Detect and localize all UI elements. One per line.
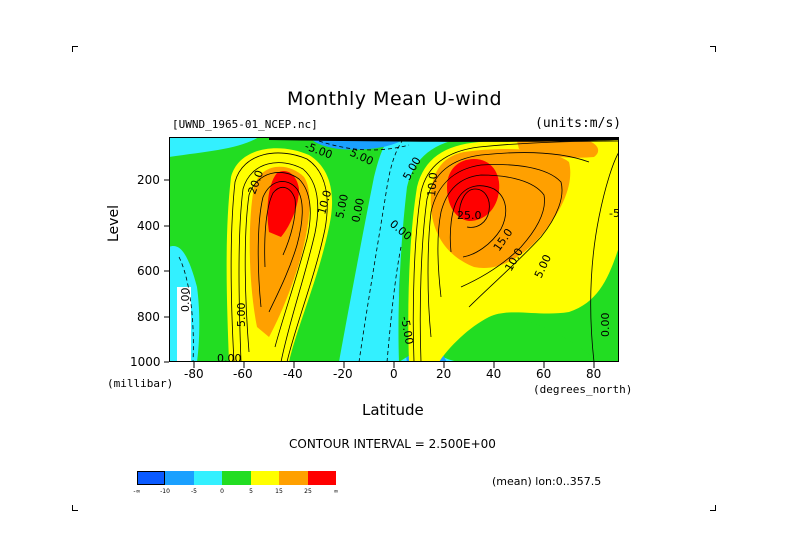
- x-tick-label: 0: [390, 367, 398, 381]
- colorbar-label: -5: [191, 488, 197, 495]
- y-tick-label: 1000: [130, 355, 161, 369]
- fill-north-polar-low: [589, 287, 619, 362]
- colorbar-segment: [222, 471, 251, 485]
- x-tick-label: -20: [333, 367, 353, 381]
- x-tick-label: 40: [486, 367, 502, 381]
- contour-label: 0.00: [179, 288, 192, 313]
- y-axis-title: Level: [106, 205, 122, 242]
- x-tick-label: 80: [586, 367, 602, 381]
- y-tick-label: 400: [137, 219, 160, 233]
- dataset-label: [UWND_1965-01_NCEP.nc]: [172, 118, 318, 131]
- contour-label: 5.00: [235, 303, 248, 328]
- y-axis: [164, 179, 169, 363]
- colorbar-segment: [279, 471, 308, 485]
- fill-neg-tropics: [339, 137, 559, 362]
- colorbar-segment: [165, 471, 194, 485]
- contour-plot: 20.0 10.0 5.00 0.00 0.00 5.00 10.0 15.0 …: [169, 137, 619, 362]
- contour-label: -5.00: [609, 207, 619, 220]
- contour-interval-text: CONTOUR INTERVAL = 2.500E+00: [289, 437, 496, 451]
- x-tick-label: -40: [283, 367, 303, 381]
- x-units-label: (degrees_north): [533, 383, 633, 396]
- fill-neg-top-south: [169, 137, 259, 157]
- colorbar-segment: [308, 471, 336, 485]
- y-units-label: (millibar): [107, 377, 174, 390]
- x-tick-label: -80: [184, 367, 204, 381]
- x-axis-title: Latitude: [362, 401, 424, 419]
- x-axis: [193, 362, 595, 368]
- contour-label: 10.0: [315, 189, 334, 216]
- crop-mark-bl: [72, 505, 78, 511]
- units-label: (units:m/s): [535, 116, 622, 131]
- colorbar-label: 15: [275, 488, 283, 495]
- colorbar-segment: [137, 471, 165, 485]
- colorbar-label: 5: [249, 488, 253, 495]
- no-data-patch: [177, 287, 191, 362]
- contour-label: 0.00: [599, 313, 612, 338]
- colorbar-label: -∞: [133, 488, 141, 495]
- colorbar-label: 25: [304, 488, 312, 495]
- colorbar-segment: [251, 471, 279, 485]
- contour-label: 0.00: [349, 197, 367, 224]
- plot-border: [169, 137, 619, 362]
- colorbar-label: -10: [160, 488, 170, 495]
- contour-label: 0.00: [217, 352, 242, 362]
- fill-south-jet-25plus: [267, 170, 299, 237]
- crop-mark-tl: [72, 46, 78, 52]
- contour-label: -5.00: [398, 315, 416, 345]
- contour-lines: [230, 140, 619, 362]
- y-tick-label: 800: [137, 310, 160, 324]
- colorbar-label: 0: [220, 488, 224, 495]
- x-tick-label: 20: [436, 367, 452, 381]
- crop-mark-tr: [710, 46, 716, 52]
- contour-label: 10.0: [425, 172, 440, 198]
- y-tick-label: 200: [137, 173, 160, 187]
- crop-mark-br: [710, 505, 716, 511]
- footer-text: (mean) lon:0..357.5: [492, 475, 602, 488]
- colorbar-segment: [194, 471, 222, 485]
- contour-label: 25.0: [457, 209, 482, 222]
- x-tick-label: 60: [536, 367, 552, 381]
- negative-contour-lines: [178, 137, 410, 362]
- y-tick-label: 600: [137, 264, 160, 278]
- colorbar-label: ∞: [333, 488, 339, 495]
- x-tick-label: -60: [233, 367, 253, 381]
- contour-label: 5.00: [333, 193, 351, 220]
- fill-north-polar-15-25: [517, 141, 599, 158]
- chart-title: Monthly Mean U-wind: [286, 88, 503, 110]
- top-contour-cluster: [269, 137, 619, 142]
